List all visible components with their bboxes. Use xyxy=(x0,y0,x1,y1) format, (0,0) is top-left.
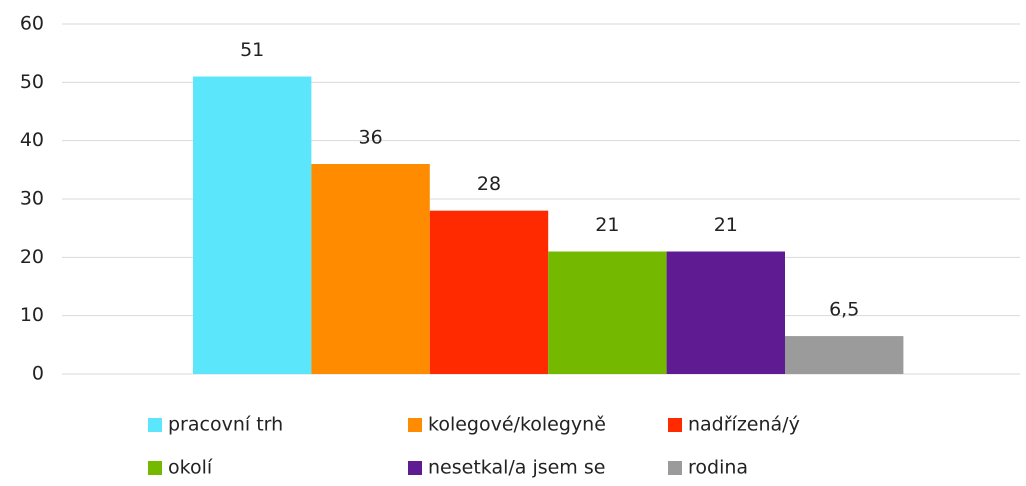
bar xyxy=(193,76,312,374)
bar xyxy=(785,336,904,374)
legend-swatch xyxy=(668,418,682,432)
y-tick-label: 60 xyxy=(20,13,44,35)
legend-swatch xyxy=(148,461,162,475)
data-label: 6,5 xyxy=(829,299,859,321)
legend-swatch xyxy=(148,418,162,432)
data-label: 21 xyxy=(595,214,619,236)
bar xyxy=(666,251,785,374)
y-tick-label: 30 xyxy=(20,188,44,210)
bar xyxy=(548,251,667,374)
data-label: 21 xyxy=(714,214,738,236)
data-label: 51 xyxy=(240,39,264,61)
y-tick-label: 20 xyxy=(20,246,44,268)
legend-label: nadřízená/ý xyxy=(688,414,800,436)
y-tick-label: 50 xyxy=(20,71,44,93)
legend-label: rodina xyxy=(688,457,748,479)
bar xyxy=(429,210,549,374)
legend-swatch xyxy=(408,461,422,475)
y-tick-label: 0 xyxy=(32,363,44,385)
legend-label: nesetkal/a jsem se xyxy=(428,457,605,479)
y-tick-label: 10 xyxy=(20,304,44,326)
data-label: 36 xyxy=(359,127,383,149)
y-tick-label: 40 xyxy=(20,129,44,151)
bar xyxy=(311,164,430,374)
legend-label: pracovní trh xyxy=(168,414,283,436)
legend-label: okolí xyxy=(168,457,213,479)
legend-swatch xyxy=(668,461,682,475)
legend-label: kolegové/kolegyně xyxy=(428,414,606,436)
legend-swatch xyxy=(408,418,422,432)
data-label: 28 xyxy=(477,173,501,195)
